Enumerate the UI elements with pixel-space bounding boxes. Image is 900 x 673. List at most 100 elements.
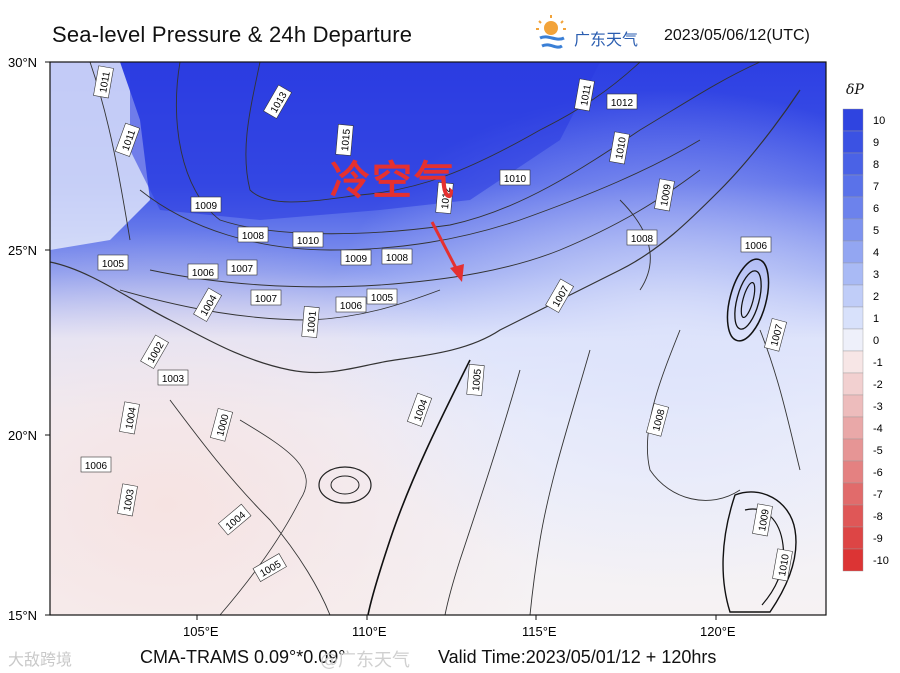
isobar-label: 1007 [226, 259, 258, 276]
svg-text:1007: 1007 [255, 294, 278, 305]
colorbar-swatch [842, 504, 864, 528]
isobar-label: 1010 [609, 131, 630, 165]
colorbar-tick-label: -2 [873, 379, 883, 391]
isobar-label: 1009 [340, 249, 372, 266]
watermark-left: 大敌跨境 [8, 650, 73, 669]
colorbar-swatch [842, 548, 864, 572]
arrow-icon [430, 221, 464, 282]
valid-time-label: Valid Time:2023/05/01/12 + 120hrs [438, 647, 717, 667]
colorbar-swatch [842, 284, 864, 308]
svg-text:1008: 1008 [386, 253, 409, 264]
svg-text:1001: 1001 [306, 310, 319, 334]
lat-label-20: 20°N [8, 428, 37, 443]
isobar-label: 1012 [606, 93, 638, 110]
colorbar-swatch [842, 306, 864, 330]
colorbar-swatch [842, 438, 864, 462]
isobar-label: 1000 [210, 408, 234, 442]
isobar-label: 1007 [250, 289, 282, 306]
isobar-label: 1006 [80, 456, 112, 473]
svg-text:1009: 1009 [345, 254, 368, 265]
svg-text:1012: 1012 [611, 98, 634, 109]
colorbar-tick-label: -7 [873, 489, 883, 501]
colorbar-swatch [842, 372, 864, 396]
svg-text:1010: 1010 [777, 553, 792, 577]
colorbar-swatch [842, 240, 864, 264]
isobar-label: 1009 [190, 196, 222, 213]
lat-label-30: 30°N [8, 55, 37, 70]
svg-text:1005: 1005 [102, 259, 125, 270]
svg-text:1011: 1011 [98, 70, 113, 94]
weather-logo-icon [536, 15, 566, 49]
colorbar-tick-label: 3 [873, 269, 879, 281]
svg-text:1007: 1007 [231, 264, 254, 275]
isobar-label: 1008 [646, 403, 670, 437]
colorbar-tick-label: 10 [873, 115, 885, 127]
isobar-label: 1007 [764, 318, 788, 352]
isobar-label: 1005 [97, 254, 129, 271]
lat-label-25: 25°N [8, 243, 37, 258]
colorbar-tick-label: 8 [873, 159, 879, 171]
isobar-label: 1005 [366, 288, 398, 305]
svg-text:1010: 1010 [614, 136, 629, 160]
svg-text:1005: 1005 [371, 293, 394, 304]
colorbar-swatch [842, 262, 864, 286]
page-title: Sea-level Pressure & 24h Departure [52, 22, 413, 47]
watermark-center: @广东天气 [320, 650, 410, 671]
svg-text:1011: 1011 [579, 83, 594, 107]
colorbar-tick-label: 4 [873, 247, 879, 259]
svg-text:1006: 1006 [340, 301, 363, 312]
svg-text:1006: 1006 [85, 461, 108, 472]
svg-text:1010: 1010 [504, 174, 527, 185]
colorbar-title: δP [846, 82, 864, 98]
isobar-label: 1006 [187, 263, 219, 280]
svg-text:1006: 1006 [745, 241, 768, 252]
lat-label-15: 15°N [8, 608, 37, 623]
colorbar-swatch [842, 130, 864, 154]
svg-text:1003: 1003 [162, 374, 185, 385]
svg-text:1006: 1006 [192, 268, 215, 279]
isobar-label: 1003 [157, 369, 189, 386]
colorbar-swatch [842, 350, 864, 374]
isobar-label: 1009 [752, 503, 773, 537]
colorbar-swatch [842, 218, 864, 242]
isobar-label: 1001 [301, 306, 320, 338]
lon-label-110: 110°E [352, 624, 387, 639]
isobar-label: 1008 [381, 248, 413, 265]
isobar-label: 1015 [335, 124, 354, 156]
model-label: CMA-TRAMS 0.09°*0.09° [140, 647, 346, 667]
colorbar-swatch [842, 328, 864, 352]
isobar-label: 1003 [117, 483, 138, 517]
isobar-label: 1005 [466, 364, 485, 396]
lon-label-105: 105°E [183, 624, 219, 639]
isobar-label: 1008 [237, 226, 269, 243]
colorbar-swatch [842, 152, 864, 176]
colorbar-swatch [842, 394, 864, 418]
isobar-label: 1004 [119, 401, 140, 435]
colorbar-tick-label: -10 [873, 555, 889, 567]
isobar-label: 1006 [335, 296, 367, 313]
colorbar-tick-label: 1 [873, 313, 879, 325]
colorbar-swatch [842, 108, 864, 132]
colorbar-tick-label: -8 [873, 511, 883, 523]
colorbar-tick-label: 7 [873, 181, 879, 193]
colorbar-swatch [842, 416, 864, 440]
lon-label-120: 120°E [700, 624, 736, 639]
svg-text:1005: 1005 [471, 368, 484, 392]
svg-text:1015: 1015 [340, 128, 353, 152]
isobar-label: 1010 [772, 548, 793, 582]
isobar-labels: 1011101310151012101110101009100810071006… [80, 65, 793, 582]
colorbar-swatch [842, 174, 864, 198]
brand-name: 广东天气 [574, 30, 639, 49]
run-timestamp: 2023/05/06/12(UTC) [664, 27, 810, 44]
svg-text:1008: 1008 [242, 231, 265, 242]
colorbar-tick-label: 5 [873, 225, 879, 237]
svg-text:1004: 1004 [124, 406, 139, 430]
colorbar-tick-label: 2 [873, 291, 879, 303]
svg-text:1012: 1012 [440, 186, 453, 210]
isobar-label: 1006 [740, 236, 772, 253]
colorbar-tick-label: 6 [873, 203, 879, 215]
colorbar-tick-label: -9 [873, 533, 883, 545]
isobar-label: 1010 [499, 169, 531, 186]
